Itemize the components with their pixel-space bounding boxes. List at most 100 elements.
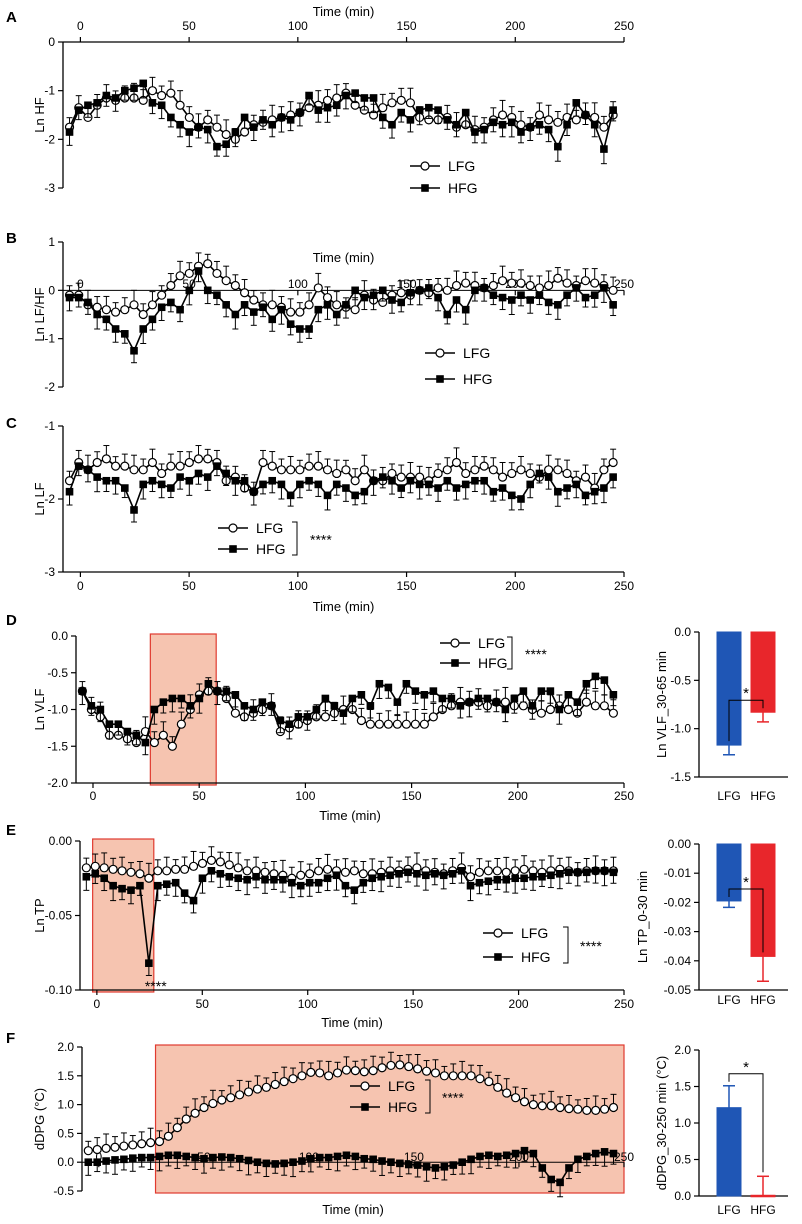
legend-label: LFG bbox=[463, 345, 490, 361]
data-point bbox=[461, 278, 471, 288]
data-point bbox=[395, 1060, 405, 1070]
x-tick-label: 50 bbox=[193, 789, 207, 803]
data-point bbox=[377, 1063, 387, 1073]
data-point bbox=[100, 874, 108, 883]
data-point bbox=[492, 698, 501, 706]
data-point bbox=[268, 120, 277, 129]
panel-c: C -1 -2 -3 Ln LF 0 50 100 150 200 250 Time (min) LFG… bbox=[6, 415, 634, 614]
data-point bbox=[396, 472, 406, 482]
y-tick-label: 0.00 bbox=[49, 834, 73, 848]
data-point bbox=[84, 466, 92, 474]
data-point bbox=[172, 1123, 182, 1133]
data-point bbox=[249, 487, 258, 496]
data-point bbox=[155, 1152, 164, 1161]
data-point bbox=[535, 120, 544, 129]
data-point bbox=[350, 1066, 360, 1076]
significance-stars: **** bbox=[442, 1090, 464, 1106]
y-axis-label: Ln LF bbox=[32, 482, 47, 515]
data-point bbox=[162, 880, 171, 889]
data-point bbox=[420, 691, 429, 699]
data-point bbox=[510, 694, 519, 703]
significance-bracket bbox=[728, 1073, 764, 1173]
data-point bbox=[493, 1082, 503, 1092]
data-point bbox=[600, 1148, 609, 1156]
data-point bbox=[564, 868, 573, 877]
data-point bbox=[279, 875, 287, 884]
data-point bbox=[276, 716, 285, 725]
data-point bbox=[93, 473, 101, 481]
data-point bbox=[332, 468, 342, 479]
data-point bbox=[213, 291, 221, 299]
data-point bbox=[314, 866, 324, 876]
data-point bbox=[313, 461, 323, 471]
legend-marker bbox=[421, 184, 429, 192]
data-point bbox=[222, 301, 230, 309]
x-tick-label: 200 bbox=[509, 997, 529, 1011]
data-point bbox=[511, 874, 519, 883]
data-point bbox=[304, 461, 314, 471]
data-point bbox=[511, 1149, 520, 1158]
data-point bbox=[421, 1066, 432, 1076]
significance-stars: **** bbox=[525, 646, 547, 662]
data-point bbox=[182, 1152, 191, 1161]
x-tick-label: 250 bbox=[614, 579, 634, 593]
legend-label: HFG bbox=[463, 371, 493, 387]
x-tick-label: 200 bbox=[505, 19, 525, 33]
data-point bbox=[305, 91, 313, 100]
data-point bbox=[127, 886, 135, 894]
legend-label: LFG bbox=[521, 925, 548, 941]
data-point bbox=[405, 98, 416, 108]
data-point bbox=[480, 476, 488, 485]
data-point bbox=[332, 101, 341, 110]
series-hfg bbox=[84, 1146, 618, 1198]
data-point bbox=[146, 1153, 155, 1162]
data-point bbox=[438, 694, 447, 703]
data-point bbox=[489, 118, 498, 127]
data-point bbox=[235, 1090, 245, 1100]
data-point bbox=[324, 1153, 333, 1162]
data-point bbox=[258, 457, 268, 468]
panel-d: D 0.0 -0.5 -1.0 -1.5 -2.0 Ln VLF 0 50 100 150 200 25… bbox=[6, 612, 634, 823]
data-point bbox=[277, 305, 286, 314]
data-point bbox=[507, 296, 516, 304]
data-point bbox=[497, 110, 508, 120]
data-point bbox=[147, 457, 158, 468]
significance-bracket bbox=[425, 1079, 431, 1114]
data-point bbox=[203, 454, 213, 464]
data-point bbox=[203, 115, 213, 125]
data-point bbox=[209, 1153, 217, 1162]
data-point bbox=[267, 461, 277, 471]
data-point bbox=[286, 465, 296, 475]
bar-lfg bbox=[716, 1107, 742, 1197]
data-point bbox=[191, 1153, 199, 1162]
data-point bbox=[581, 293, 590, 302]
data-point bbox=[378, 286, 387, 295]
data-point bbox=[276, 465, 287, 475]
data-point bbox=[139, 480, 148, 489]
data-point bbox=[572, 99, 581, 107]
data-point bbox=[599, 1104, 610, 1114]
data-point bbox=[534, 110, 545, 120]
data-point bbox=[546, 687, 555, 695]
data-point bbox=[166, 280, 176, 291]
data-point bbox=[102, 315, 111, 324]
panel-letter: D bbox=[6, 612, 17, 629]
data-point bbox=[609, 473, 617, 481]
data-point bbox=[425, 103, 433, 112]
data-point bbox=[231, 476, 240, 485]
data-point bbox=[208, 1098, 218, 1109]
data-point bbox=[572, 480, 581, 489]
data-point bbox=[207, 867, 216, 875]
y-tick-label: 1.0 bbox=[674, 1116, 691, 1130]
legend-marker bbox=[229, 545, 237, 553]
data-point bbox=[451, 280, 462, 291]
data-point bbox=[429, 687, 438, 695]
data-point bbox=[485, 1151, 493, 1160]
data-point bbox=[231, 310, 240, 319]
data-point bbox=[350, 305, 360, 315]
data-point bbox=[449, 1161, 458, 1169]
data-point bbox=[199, 1102, 209, 1113]
significance-star: * bbox=[743, 874, 749, 891]
data-point bbox=[497, 276, 508, 286]
